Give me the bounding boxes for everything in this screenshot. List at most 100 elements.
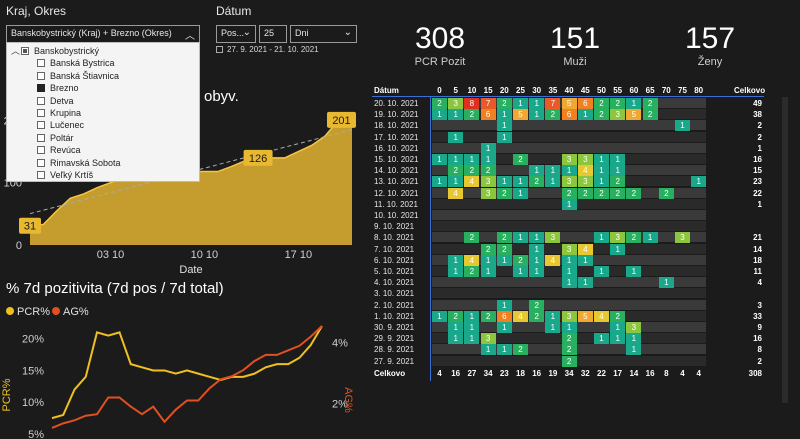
tree-item[interactable]: ︿ Banskobystrický [11,45,99,57]
matrix-cell[interactable]: 1 [464,322,480,333]
matrix-cell[interactable]: 4 [464,176,480,188]
matrix-cell[interactable]: 1 [480,142,496,154]
matrix-column-header[interactable]: 40 [564,86,574,95]
tree-item[interactable]: Banská Štiavnica [37,70,119,82]
checkbox[interactable] [37,109,45,117]
matrix-header-total[interactable]: Celkovo [734,86,766,95]
matrix-cell[interactable]: 1 [529,165,545,177]
matrix-column-header[interactable]: 55 [613,86,623,95]
matrix-cell[interactable]: 1 [626,98,642,109]
matrix-cell[interactable]: 1 [594,232,609,244]
matrix-cell[interactable]: 1 [496,344,512,356]
matrix-cell[interactable]: 1 [675,120,690,132]
matrix-cell[interactable]: 4 [577,243,593,255]
matrix-cell[interactable]: 1 [529,243,545,255]
matrix-cell[interactable]: 7 [545,98,561,109]
matrix-cell[interactable]: 1 [610,243,626,255]
matrix-column-header[interactable]: 0 [437,86,442,95]
matrix-cell[interactable]: 1 [545,310,561,322]
matrix-cell[interactable]: 1 [448,109,464,121]
matrix-cell[interactable]: 1 [529,254,545,266]
matrix-cell[interactable]: 2 [496,243,512,255]
date-unit-dropdown[interactable]: Dni ⌄ [290,25,357,43]
matrix-cell[interactable]: 1 [545,176,561,188]
matrix-cell[interactable]: 3 [610,232,626,244]
matrix-cell[interactable]: 1 [610,333,626,345]
matrix-cell[interactable]: 1 [610,165,626,177]
matrix-cell[interactable]: 7 [480,98,496,109]
matrix-cell[interactable]: 2 [561,333,577,345]
matrix-cell[interactable]: 1 [496,299,512,311]
matrix-cell[interactable]: 4 [545,254,561,266]
matrix-cell[interactable]: 1 [513,266,528,277]
matrix-cell[interactable]: 5 [626,109,642,121]
matrix-cell[interactable]: 2 [496,98,512,109]
matrix-cell[interactable]: 2 [480,243,496,255]
checkbox[interactable] [37,96,45,105]
matrix-cell[interactable]: 2 [529,299,545,311]
matrix-cell[interactable]: 2 [642,98,658,109]
matrix-cell[interactable]: 2 [594,187,609,199]
matrix-cell[interactable]: 1 [432,109,447,121]
matrix-cell[interactable]: 1 [496,176,512,188]
matrix-cell[interactable]: 1 [561,165,577,177]
matrix-cell[interactable]: 2 [561,344,577,356]
region-dropdown[interactable]: Banskobystrický (Kraj) + Brezno (Okres) … [6,25,200,43]
matrix-column-header[interactable]: 50 [597,86,606,95]
tree-item[interactable]: Revúca [37,144,81,156]
matrix-cell[interactable]: 3 [480,333,496,345]
matrix-column-header[interactable]: 80 [694,86,704,95]
matrix-cell[interactable]: 2 [496,232,512,244]
matrix-cell[interactable]: 2 [529,176,545,188]
matrix-cell[interactable]: 1 [432,154,447,165]
chevron-up-icon[interactable]: ︿ [185,31,195,42]
matrix-cell[interactable]: 5 [577,310,593,322]
matrix-cell[interactable]: 3 [480,176,496,188]
checkbox[interactable] [21,47,29,55]
matrix-cell[interactable]: 1 [432,310,447,322]
matrix-cell[interactable]: 2 [480,165,496,177]
matrix-cell[interactable]: 2 [626,232,642,244]
matrix-cell[interactable]: 1 [448,322,464,333]
matrix-cell[interactable]: 1 [432,176,447,188]
matrix-cell[interactable]: 1 [594,333,609,345]
matrix-cell[interactable]: 1 [464,333,480,345]
tree-item[interactable]: Krupina [37,107,81,119]
matrix-scrollbar[interactable] [782,97,788,403]
date-mode-dropdown[interactable]: Pos... ⌄ [216,25,256,43]
matrix-cell[interactable]: 1 [561,266,577,277]
tree-item[interactable]: Poltár [37,132,74,144]
matrix-column-header[interactable]: 45 [580,86,590,95]
matrix-cell[interactable]: 1 [448,266,464,277]
matrix-cell[interactable]: 3 [577,154,593,165]
checkbox[interactable] [37,71,45,80]
matrix-cell[interactable]: 2 [610,98,626,109]
matrix-cell[interactable]: 1 [626,333,642,345]
matrix-cell[interactable]: 1 [448,176,464,188]
matrix-column-header[interactable]: 35 [548,86,558,95]
tree-item[interactable]: Rimavská Sobota [37,157,121,169]
checkbox[interactable] [37,158,45,167]
matrix-cell[interactable]: 1 [577,277,593,289]
matrix-cell[interactable]: 3 [448,98,464,109]
matrix-cell[interactable]: 1 [448,254,464,266]
matrix-column-header[interactable]: 70 [661,86,671,95]
matrix-column-header[interactable]: 5 [453,86,458,95]
matrix-cell[interactable]: 5 [561,98,577,109]
matrix-cell[interactable]: 1 [529,109,545,121]
matrix-cell[interactable]: 1 [496,322,512,333]
collapse-caret-icon[interactable]: ︿ [11,46,21,56]
matrix-cell[interactable]: 2 [658,187,674,199]
matrix-cell[interactable]: 3 [675,232,690,244]
tree-item[interactable]: Brezno [37,82,79,94]
matrix-cell[interactable]: 6 [577,98,593,109]
region-tree-list[interactable]: ︿ Banskobystrický Banská Bystrica Banská Št… [6,42,200,182]
matrix-cell[interactable]: 6 [561,109,577,121]
matrix-cell[interactable]: 1 [577,254,593,266]
matrix-cell[interactable]: 1 [529,266,545,277]
matrix-cell[interactable]: 2 [610,187,626,199]
checkbox[interactable] [37,121,45,130]
matrix-column-header[interactable]: 30 [532,86,542,95]
matrix-cell[interactable]: 2 [626,187,642,199]
matrix-cell[interactable]: 2 [545,109,561,121]
